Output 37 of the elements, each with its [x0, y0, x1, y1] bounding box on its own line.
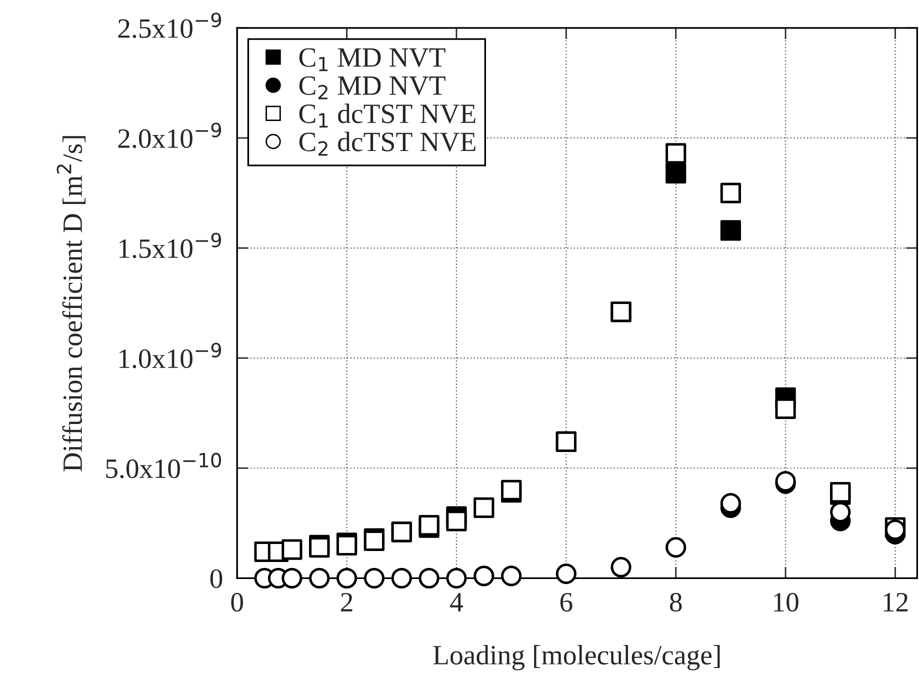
x-axis-title: Loading [molecules/cage] [433, 645, 720, 670]
y-axis-title: Diffusion coefficient D [m$^{2}$/s] [56, 136, 86, 472]
point [336, 568, 358, 588]
y-tick-label: 0 [210, 569, 222, 588]
point [282, 539, 302, 560]
legend-label: C$_{1}$ dcTST NVE [299, 104, 476, 128]
y-tick-label: 2.5x10$^{−9}$ [118, 12, 222, 38]
legend-label: C$_{2}$ dcTST NVE [299, 132, 476, 156]
point [474, 497, 494, 518]
point [282, 568, 302, 588]
y-tick-label: 1.5x10$^{−9}$ [120, 232, 222, 258]
x-tick-label: 10 [774, 592, 798, 612]
point [418, 568, 440, 588]
x-tick-label: 12 [884, 592, 908, 612]
legend-label: C$_{2}$ MD NVT [299, 76, 446, 100]
point [474, 566, 494, 586]
point [309, 568, 330, 588]
x-tick-label: 0 [231, 592, 243, 612]
point [556, 563, 576, 584]
y-tick-label: 5.0x10$^{−10}$ [106, 452, 221, 478]
legend-label: C$_{1}$ MD NVT [299, 48, 446, 72]
point [391, 568, 412, 588]
y-tick-label: 2.0x10$^{−9}$ [118, 122, 222, 148]
x-tick-label: 8 [670, 592, 682, 612]
x-tick-label: 4 [450, 593, 463, 612]
point [446, 568, 467, 588]
point [501, 566, 522, 586]
y-tick-label: 1.0x10$^{−9}$ [120, 342, 222, 368]
point [446, 510, 467, 532]
point [364, 568, 385, 588]
x-tick-label: 6 [560, 592, 572, 612]
point [720, 182, 741, 204]
point [666, 162, 686, 184]
point [666, 143, 686, 164]
point [720, 220, 741, 241]
point [775, 398, 796, 419]
x-tick-label: 2 [341, 592, 352, 612]
